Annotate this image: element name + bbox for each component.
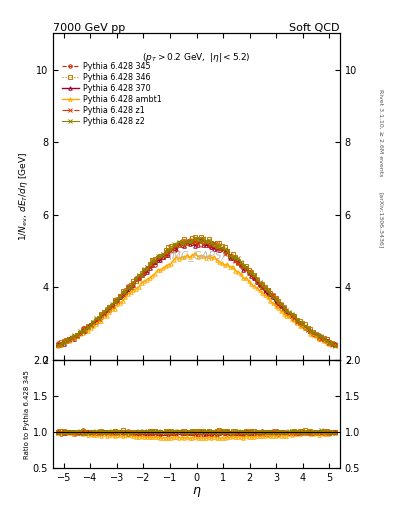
Legend: Pythia 6.428 345, Pythia 6.428 346, Pythia 6.428 370, Pythia 6.428 ambt1, Pythia: Pythia 6.428 345, Pythia 6.428 346, Pyth… xyxy=(60,60,163,127)
Pythia 6.428 z1 xyxy=(311,330,316,336)
Pythia 6.428 346 xyxy=(56,342,61,348)
Text: $(p_T > 0.2\ \mathrm{GeV},\ |\eta| < 5.2)$: $(p_T > 0.2\ \mathrm{GeV},\ |\eta| < 5.2… xyxy=(142,51,251,64)
Pythia 6.428 z1 xyxy=(56,342,61,348)
Line: Pythia 6.428 z1: Pythia 6.428 z1 xyxy=(57,239,336,347)
Pythia 6.428 ambt1 xyxy=(126,291,130,297)
X-axis label: $\eta$: $\eta$ xyxy=(192,485,201,499)
Pythia 6.428 345 xyxy=(59,343,63,349)
Pythia 6.428 345 xyxy=(139,271,144,278)
Pythia 6.428 345 xyxy=(327,339,332,345)
Pythia 6.428 z2 xyxy=(64,337,69,344)
Pythia 6.428 346 xyxy=(126,286,130,292)
Pythia 6.428 345 xyxy=(129,283,133,289)
Pythia 6.428 370 xyxy=(311,331,316,337)
Pythia 6.428 346 xyxy=(195,236,200,242)
Pythia 6.428 ambt1 xyxy=(324,339,329,346)
Pythia 6.428 ambt1 xyxy=(332,342,337,348)
Pythia 6.428 z2 xyxy=(195,236,200,242)
Pythia 6.428 z2 xyxy=(311,329,316,335)
Pythia 6.428 z2 xyxy=(193,235,198,241)
Pythia 6.428 ambt1 xyxy=(195,253,200,260)
Pythia 6.428 z1 xyxy=(126,284,130,290)
Pythia 6.428 345 xyxy=(56,340,61,347)
Pythia 6.428 345 xyxy=(332,341,337,347)
Pythia 6.428 345 xyxy=(198,237,203,243)
Pythia 6.428 370 xyxy=(324,338,329,345)
Line: Pythia 6.428 346: Pythia 6.428 346 xyxy=(57,236,336,347)
Pythia 6.428 370 xyxy=(136,275,141,281)
Pythia 6.428 z1 xyxy=(64,338,69,344)
Pythia 6.428 ambt1 xyxy=(64,337,69,344)
Pythia 6.428 345 xyxy=(187,237,192,243)
Pythia 6.428 z2 xyxy=(126,285,130,291)
Pythia 6.428 346 xyxy=(136,273,141,279)
Pythia 6.428 346 xyxy=(64,337,69,344)
Pythia 6.428 370 xyxy=(56,342,61,348)
Pythia 6.428 345 xyxy=(314,331,318,337)
Pythia 6.428 370 xyxy=(126,288,130,294)
Y-axis label: $1/N_\mathrm{ev},\, dE_T/d\eta\ [\mathrm{GeV}]$: $1/N_\mathrm{ev},\, dE_T/d\eta\ [\mathrm… xyxy=(17,152,30,241)
Pythia 6.428 z2 xyxy=(332,343,337,349)
Pythia 6.428 ambt1 xyxy=(311,332,316,338)
Text: (MC_GAPS): (MC_GAPS) xyxy=(168,250,225,261)
Line: Pythia 6.428 ambt1: Pythia 6.428 ambt1 xyxy=(57,251,336,348)
Pythia 6.428 346 xyxy=(193,234,198,241)
Line: Pythia 6.428 345: Pythia 6.428 345 xyxy=(57,238,336,347)
Text: Soft QCD: Soft QCD xyxy=(290,23,340,32)
Pythia 6.428 z1 xyxy=(193,239,198,245)
Pythia 6.428 z2 xyxy=(324,338,329,344)
Pythia 6.428 ambt1 xyxy=(56,343,61,349)
Text: Rivet 3.1.10, ≥ 2.6M events: Rivet 3.1.10, ≥ 2.6M events xyxy=(378,90,383,177)
Y-axis label: Ratio to Pythia 6.428 345: Ratio to Pythia 6.428 345 xyxy=(24,370,30,459)
Pythia 6.428 370 xyxy=(193,243,198,249)
Text: [arXiv:1306.3436]: [arXiv:1306.3436] xyxy=(378,192,383,248)
Pythia 6.428 z2 xyxy=(56,342,61,348)
Pythia 6.428 370 xyxy=(198,238,203,244)
Pythia 6.428 345 xyxy=(67,337,72,343)
Pythia 6.428 346 xyxy=(324,336,329,342)
Pythia 6.428 z2 xyxy=(136,272,141,279)
Pythia 6.428 z1 xyxy=(136,275,141,282)
Pythia 6.428 346 xyxy=(332,342,337,348)
Line: Pythia 6.428 370: Pythia 6.428 370 xyxy=(57,239,336,346)
Pythia 6.428 370 xyxy=(64,337,69,344)
Pythia 6.428 ambt1 xyxy=(193,250,198,257)
Pythia 6.428 370 xyxy=(332,342,337,348)
Pythia 6.428 z1 xyxy=(198,238,203,244)
Pythia 6.428 ambt1 xyxy=(136,284,141,290)
Line: Pythia 6.428 z2: Pythia 6.428 z2 xyxy=(57,237,336,347)
Text: 7000 GeV pp: 7000 GeV pp xyxy=(53,23,125,32)
Pythia 6.428 z1 xyxy=(324,337,329,344)
Pythia 6.428 346 xyxy=(311,329,316,335)
Pythia 6.428 z1 xyxy=(332,342,337,348)
